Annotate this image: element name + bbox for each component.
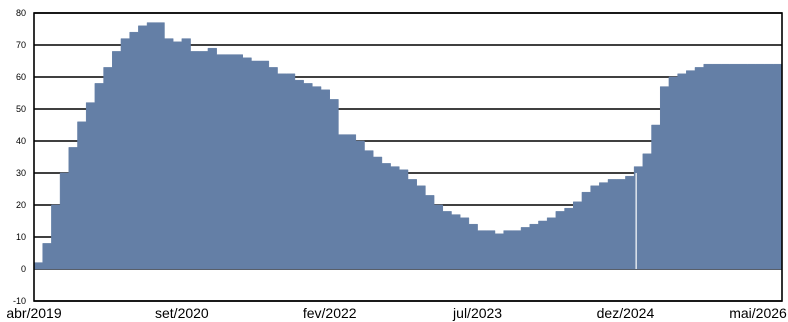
y-tick-label: 30	[16, 168, 26, 178]
y-axis-labels: -10 0 10 20 30 40 50 60 70 80	[13, 8, 26, 306]
y-tick-label: 60	[16, 72, 26, 82]
plot-frame	[33, 12, 783, 302]
x-tick-label: set/2020	[155, 305, 209, 321]
series-area-path	[33, 22, 783, 270]
x-tick-label: dez/2024	[597, 305, 655, 321]
x-tick-label: jul/2023	[452, 305, 502, 321]
x-tick-label: mai/2026	[729, 305, 787, 321]
y-tick-label: 70	[16, 40, 26, 50]
x-tick-label: fev/2022	[303, 305, 357, 321]
y-tick-label: 40	[16, 136, 26, 146]
y-tick-label: 10	[16, 232, 26, 242]
y-tick-label: 50	[16, 104, 26, 114]
x-axis-labels: abr/2019 set/2020 fev/2022 jul/2023 dez/2024…	[6, 305, 787, 321]
series-area	[33, 22, 783, 270]
x-tick-label: abr/2019	[6, 305, 61, 321]
y-tick-label: -10	[13, 296, 26, 306]
y-tick-label: 0	[21, 264, 26, 274]
y-tick-label: 80	[16, 8, 26, 18]
y-tick-label: 20	[16, 200, 26, 210]
plot-border	[33, 12, 783, 302]
